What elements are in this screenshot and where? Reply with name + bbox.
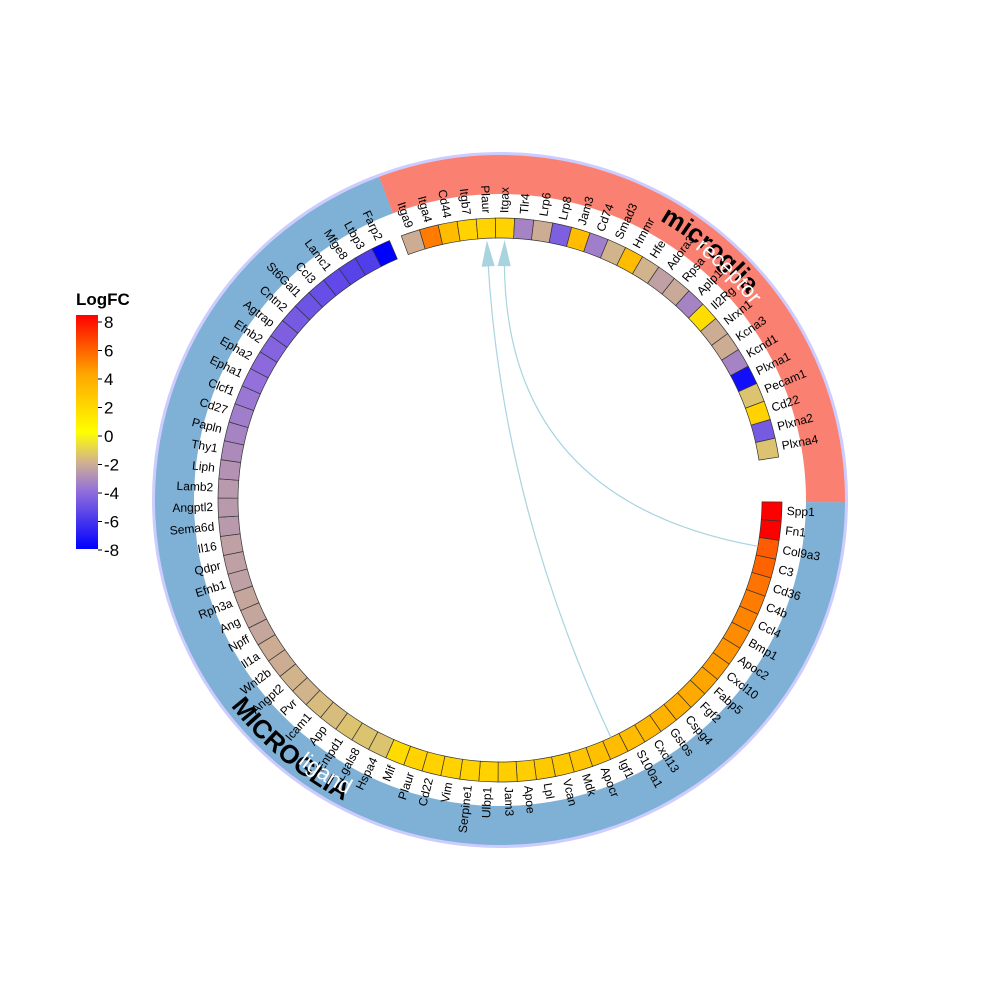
receptor-sector-cd44: [437, 220, 461, 245]
ligand-sector-sema6d: [218, 515, 241, 537]
legend-colorbar: [76, 315, 98, 549]
gene-label: Lrp6: [536, 191, 554, 217]
gene-label: Cd22: [416, 776, 437, 808]
gene-label: Il16: [196, 539, 218, 556]
gene-label: Jam3: [502, 787, 517, 817]
gene-label: Qdpr: [193, 558, 222, 578]
gene-label: Tlr4: [517, 192, 533, 214]
gene-label: Serpine1: [456, 784, 475, 834]
legend-tick-label: -4: [104, 484, 119, 503]
ligand-sector-il16: [219, 533, 244, 556]
ligand-sector-ulbp1: [478, 760, 499, 783]
receptor-sector-plxna4: [755, 437, 780, 461]
gene-label: Col9a3: [781, 543, 821, 564]
gene-label: Itgb7: [457, 188, 474, 216]
ligand-sector-angptl2: [217, 497, 239, 518]
link-igf1-plaur: [486, 252, 612, 738]
receptor-sector-itgb7: [456, 218, 479, 242]
gene-label: Mdk: [579, 772, 599, 799]
gene-label: Angptl2: [172, 500, 213, 515]
legend-tick-label: -6: [104, 513, 119, 532]
interaction-links: [481, 240, 758, 738]
receptor-sector-tlr4: [513, 218, 535, 241]
ligand-sector-spp1: [760, 501, 783, 522]
gene-label: Vcan: [560, 778, 580, 808]
legend-ticks: 8 6 4 2 0 -2 -4 -6 -8: [98, 313, 119, 560]
gene-label: Npff: [226, 632, 252, 655]
legend-title: LogFC: [76, 290, 130, 309]
legend-tick-label: -8: [104, 541, 119, 560]
logfc-legend: LogFC 8 6 4 2 0 -2 -4 -6 -8: [76, 290, 130, 560]
legend-tick-label: 4: [104, 370, 113, 389]
receptor-group-arc: [379, 155, 845, 503]
gene-label: Liph: [191, 458, 215, 474]
legend-tick-label: 2: [104, 399, 113, 418]
link-arrowhead: [497, 240, 511, 267]
gene-label: Cd44: [435, 188, 454, 219]
gene-label: Itgax: [497, 187, 511, 213]
ligand-sector-jam3: [497, 761, 518, 783]
ligand-sector-liph: [218, 459, 242, 481]
gene-label: Itga4: [415, 194, 435, 224]
gene-label: Lpl: [541, 782, 557, 800]
ligand-sector-apoe: [515, 759, 537, 782]
receptor-sector-itgax: [495, 217, 516, 239]
gene-label: Lamb2: [176, 479, 214, 495]
ligand-sector-lamb2: [217, 478, 240, 499]
legend-tick-label: 0: [104, 427, 113, 446]
gene-label: Sema6d: [169, 520, 215, 538]
gene-sectors: [217, 217, 783, 783]
ligand-sector-lpl: [533, 756, 556, 781]
ligand-sector-fn1: [758, 519, 782, 541]
legend-tick-label: 6: [104, 342, 113, 361]
legend-tick-label: 8: [104, 313, 113, 332]
gene-label: Plaur: [478, 185, 493, 214]
gene-label: Ang: [217, 614, 242, 636]
group-ring: [154, 155, 845, 846]
gene-label: Vim: [438, 781, 455, 804]
link-col9a3-itgax: [503, 252, 758, 547]
gene-label: Lrp8: [556, 195, 575, 222]
receptor-sector-plaur: [475, 217, 497, 240]
gene-label: Mif: [380, 763, 399, 784]
gene-label: Fn1: [785, 524, 807, 540]
gene-label: Ulbp1: [479, 786, 494, 818]
ligand-sector-serpine1: [459, 758, 481, 782]
gene-label: C3: [777, 562, 796, 579]
gene-label: Thy1: [190, 437, 219, 456]
link-arrowhead: [481, 240, 495, 267]
ligand-sector-farp2: [371, 240, 398, 268]
legend-tick-label: -2: [104, 456, 119, 475]
gene-label: Spp1: [787, 504, 816, 519]
gene-label: Apoe: [521, 785, 538, 815]
gene-label: Plxna4: [781, 432, 820, 453]
